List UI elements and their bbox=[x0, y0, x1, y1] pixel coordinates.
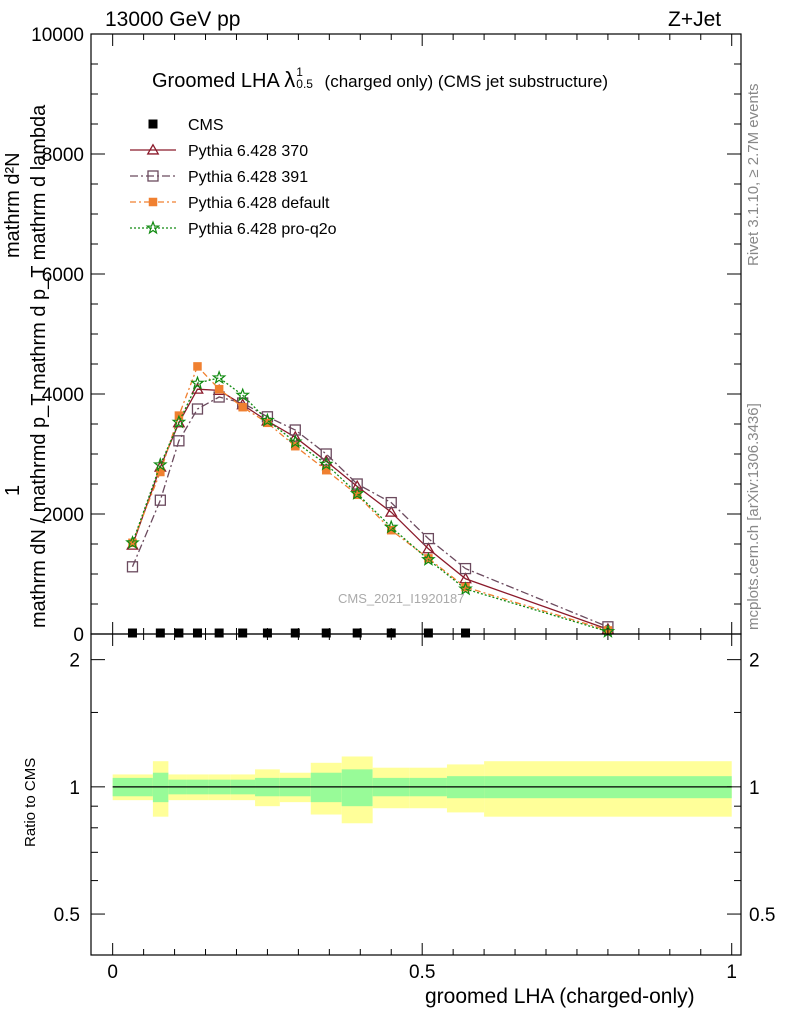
point-p370 bbox=[319, 454, 333, 466]
point-pdef bbox=[238, 402, 247, 412]
x-tick-label: 0 bbox=[107, 962, 118, 983]
point-cms bbox=[423, 628, 433, 638]
point-p391 bbox=[385, 496, 397, 509]
point-cms bbox=[155, 628, 165, 638]
legend-marker-pdef bbox=[148, 197, 158, 207]
header-process: Z+Jet bbox=[668, 8, 722, 31]
point-pq2o bbox=[125, 535, 140, 550]
legend-label-p391: Pythia 6.428 391 bbox=[188, 169, 308, 186]
ratio-plot-frame bbox=[90, 633, 742, 956]
point-pq2o bbox=[287, 434, 303, 449]
cms-data-points bbox=[127, 628, 471, 638]
point-cms bbox=[192, 628, 202, 638]
ratio-y-axis-label: Ratio to CMS bbox=[22, 757, 39, 847]
title-sup: 1 bbox=[296, 64, 303, 79]
point-pq2o bbox=[260, 412, 275, 427]
point-pq2o bbox=[458, 581, 473, 596]
rivet-version-label: Rivet 3.1.10, ≥ 2.7M events bbox=[745, 83, 762, 267]
y-tick-label: 8000 bbox=[42, 145, 84, 166]
legend-label-p370: Pythia 6.428 370 bbox=[188, 143, 308, 160]
point-cms bbox=[321, 628, 331, 638]
y-axis-denominator: mathrm d p_T mathrm d lambda bbox=[28, 104, 50, 390]
mcplots-label: mcplots.cern.ch [arXiv:1306.3436] bbox=[745, 403, 762, 630]
point-pdef bbox=[291, 441, 300, 451]
point-pq2o bbox=[349, 485, 365, 500]
title-suffix: (charged only) (CMS jet substructure) bbox=[324, 72, 608, 91]
y-tick-label: 0 bbox=[73, 625, 84, 646]
legend-marker-pq2o bbox=[145, 220, 161, 235]
point-pdef bbox=[424, 554, 433, 563]
title-lambda: λ bbox=[284, 67, 296, 92]
ratio-tick-label-left: 0.5 bbox=[54, 905, 80, 926]
point-p370 bbox=[288, 430, 302, 442]
point-pq2o bbox=[190, 375, 205, 390]
point-cms bbox=[461, 628, 471, 638]
x-axis-label: groomed LHA (charged-only) bbox=[425, 985, 695, 1008]
point-cms bbox=[127, 628, 137, 638]
series-line-pq2o bbox=[131, 377, 609, 633]
point-pq2o bbox=[211, 370, 227, 385]
ratio-band-inner bbox=[341, 769, 373, 807]
ratio-uncertainty-band bbox=[112, 756, 732, 824]
ratio-tick-label-right: 0.5 bbox=[749, 905, 775, 926]
ratio-tick-label-left: 2 bbox=[69, 651, 80, 672]
point-pdef bbox=[214, 384, 224, 394]
point-cms bbox=[174, 628, 184, 638]
point-pdef bbox=[461, 582, 470, 592]
y-axis-factor-denominator: mathrm dN / mathrmd p_T bbox=[28, 393, 50, 628]
ratio-tick-label-right: 2 bbox=[749, 651, 760, 672]
point-p391 bbox=[459, 562, 472, 575]
point-pdef bbox=[193, 362, 202, 371]
point-pdef bbox=[321, 465, 331, 475]
point-pdef bbox=[156, 467, 165, 477]
plot-title: Groomed LHA λ 1 0.5 (charged only) (CMS je… bbox=[152, 64, 608, 94]
title-prefix: Groomed LHA bbox=[152, 70, 279, 92]
point-cms bbox=[290, 628, 300, 638]
x-tick-label: 1 bbox=[726, 962, 737, 983]
header-energy: 13000 GeV pp bbox=[105, 8, 241, 31]
y-tick-label: 6000 bbox=[42, 265, 84, 286]
title-sub: 0.5 bbox=[296, 76, 313, 91]
y-axis-numerator: mathrm d²N bbox=[2, 152, 24, 258]
point-pq2o bbox=[383, 519, 399, 534]
point-p391 bbox=[154, 494, 166, 506]
point-pq2o bbox=[171, 414, 187, 429]
y-tick-label: 10000 bbox=[31, 25, 84, 46]
ratio-tick-label-left: 1 bbox=[69, 778, 80, 799]
point-pq2o bbox=[318, 456, 334, 471]
point-pq2o bbox=[152, 457, 168, 472]
legend-label-pdef: Pythia 6.428 default bbox=[188, 195, 330, 212]
y-tick-label: 4000 bbox=[42, 385, 84, 406]
point-cms bbox=[352, 628, 362, 638]
point-p370 bbox=[384, 505, 398, 517]
y-axis-factor-numerator: 1 bbox=[2, 484, 24, 496]
point-p391 bbox=[126, 561, 139, 573]
point-p370 bbox=[191, 382, 204, 394]
x-tick-label: 0.5 bbox=[409, 962, 435, 983]
legend-marker-p370 bbox=[146, 143, 160, 155]
legend-marker-p391 bbox=[147, 170, 159, 182]
legend-label-pq2o: Pythia 6.428 pro-q2o bbox=[188, 221, 337, 238]
ratio-tick-label-right: 1 bbox=[749, 778, 760, 799]
point-pq2o bbox=[421, 551, 436, 566]
legend-label-cms: CMS bbox=[188, 117, 224, 134]
point-p391 bbox=[191, 403, 204, 415]
point-pdef bbox=[352, 490, 362, 500]
point-pq2o bbox=[235, 387, 251, 402]
point-cms bbox=[238, 628, 248, 638]
point-cms bbox=[214, 628, 224, 638]
analysis-watermark: CMS_2021_I1920187 bbox=[338, 591, 465, 606]
point-p391 bbox=[422, 532, 435, 545]
legend-marker-cms bbox=[148, 119, 158, 129]
legend: CMS Pythia 6.428 370 Pythia 6.428 391 Pythi… bbox=[130, 117, 337, 238]
point-p391 bbox=[173, 435, 185, 447]
y-tick-label: 2000 bbox=[42, 505, 84, 526]
